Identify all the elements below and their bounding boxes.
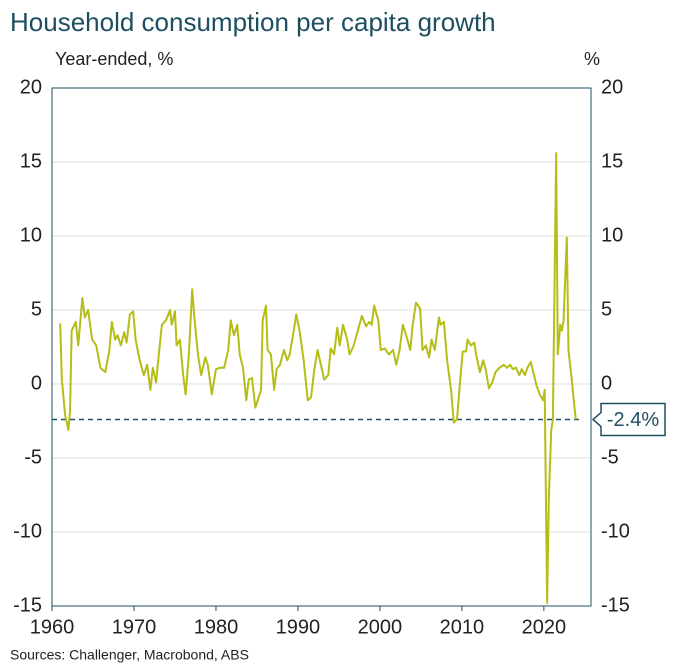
y-tick-label: -15 bbox=[13, 594, 42, 616]
y-tick-label: 0 bbox=[31, 372, 42, 394]
y-axis-label: Year-ended, % bbox=[55, 49, 173, 69]
x-tick-label: 1960 bbox=[30, 616, 75, 638]
reference-label: -2.4% bbox=[607, 409, 659, 431]
y-tick-label: 10 bbox=[20, 224, 42, 246]
chart-title: Household consumption per capita growth bbox=[10, 7, 496, 37]
y2-tick-label: 10 bbox=[601, 224, 623, 246]
x-tick-label: 2000 bbox=[358, 616, 403, 638]
y-tick-label: 5 bbox=[31, 298, 42, 320]
x-tick-label: 1990 bbox=[276, 616, 321, 638]
reference-label-box bbox=[591, 402, 666, 437]
y-tick-label: -5 bbox=[24, 446, 42, 468]
y2-axis-label: % bbox=[584, 49, 600, 69]
y2-tick-label: -10 bbox=[601, 520, 630, 542]
x-tick-label: 2010 bbox=[440, 616, 485, 638]
x-tick-label: 1970 bbox=[112, 616, 157, 638]
y2-tick-label: 20 bbox=[601, 76, 623, 98]
y2-tick-label: 0 bbox=[601, 372, 612, 394]
y-tick-label: -10 bbox=[13, 520, 42, 542]
series-line bbox=[59, 152, 577, 605]
y2-tick-label: -15 bbox=[601, 594, 630, 616]
x-tick-label: 1980 bbox=[194, 616, 239, 638]
source: Sources: Challenger, Macrobond, ABS bbox=[10, 647, 249, 663]
y2-tick-label: 15 bbox=[601, 150, 623, 172]
x-tick-label: 2020 bbox=[522, 616, 567, 638]
plot-frame bbox=[51, 87, 592, 607]
y2-tick-label: 5 bbox=[601, 298, 612, 320]
y-tick-label: 15 bbox=[20, 150, 42, 172]
y2-tick-label: -5 bbox=[601, 446, 619, 468]
y-tick-label: 20 bbox=[20, 76, 42, 98]
